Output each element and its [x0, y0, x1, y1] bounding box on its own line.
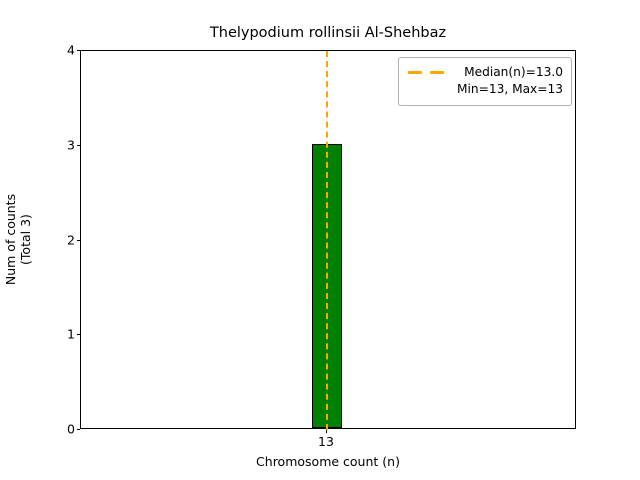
y-axis-label-line1: Num of counts — [3, 193, 18, 286]
ytick-mark-0 — [76, 429, 80, 431]
y-axis-label-line2: (Total 3) — [18, 214, 33, 265]
ytick-label-2: 2 — [67, 232, 75, 247]
ytick-mark-4 — [76, 50, 80, 52]
xtick-mark-13 — [325, 429, 327, 433]
legend-handle-median-line — [407, 64, 449, 81]
legend-dash-segment-1 — [408, 71, 422, 74]
legend-dash-segment-2 — [430, 71, 444, 74]
legend-label-line1: Median(n)=13.0 — [464, 65, 563, 79]
ytick-label-0: 0 — [67, 421, 75, 437]
ytick-label-3: 3 — [67, 137, 75, 153]
legend-label-line2: Min=13, Max=13 — [456, 82, 563, 96]
ytick-mark-1 — [76, 334, 80, 336]
plot-area — [80, 50, 576, 430]
ytick-label-4: 4 — [67, 42, 75, 58]
legend-text: Median(n)=13.0 Min=13, Max=13 — [456, 64, 563, 98]
ytick-mark-2 — [76, 239, 80, 241]
chart-title: Thelypodium rollinsii Al-Shehbaz — [209, 25, 447, 41]
legend: Median(n)=13.0 Min=13, Max=13 — [398, 57, 572, 106]
y-axis-label: Num of counts (Total 3) — [0, 50, 36, 429]
median-line — [326, 51, 328, 430]
ytick-mark-3 — [76, 144, 80, 146]
x-axis-label: Chromosome count (n) — [256, 454, 400, 469]
ytick-label-1: 1 — [67, 326, 75, 342]
xtick-label-13: 13 — [318, 434, 334, 449]
